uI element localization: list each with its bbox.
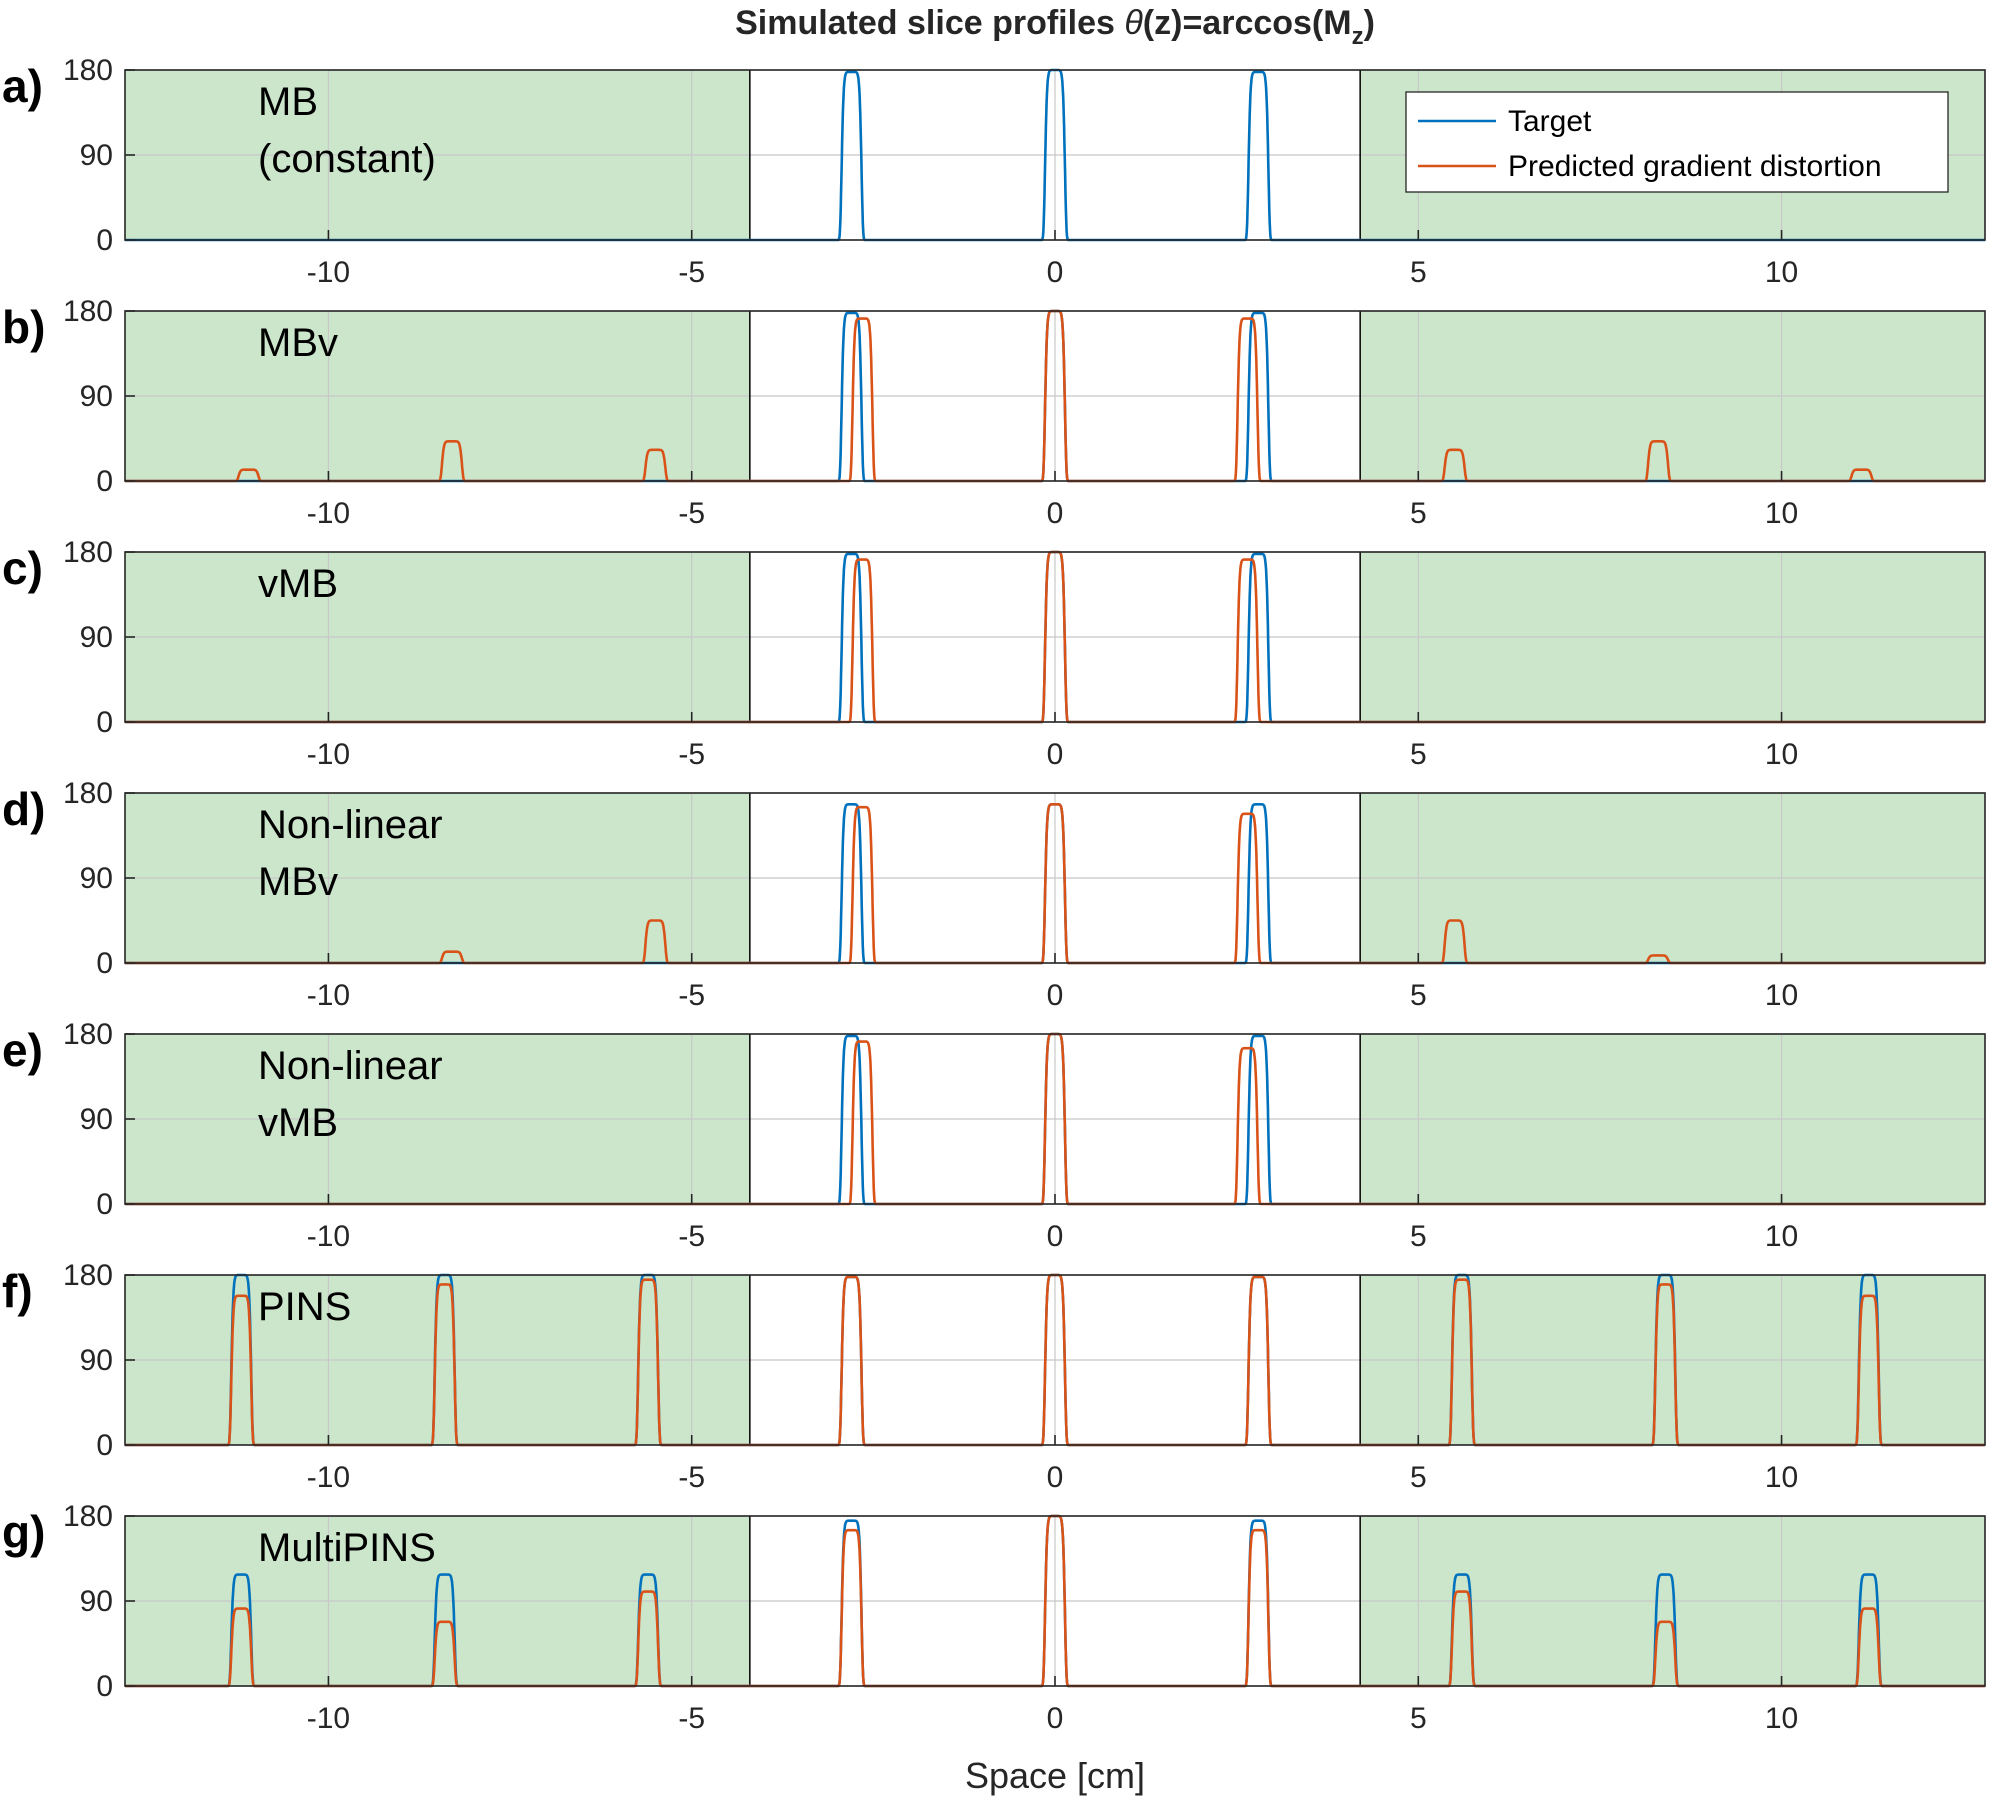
panel-label: c) <box>2 542 43 594</box>
x-tick-label: 0 <box>1047 497 1064 530</box>
x-tick-label: -10 <box>307 256 350 289</box>
y-tick-label: 90 <box>80 1344 113 1377</box>
x-tick-label: 10 <box>1765 1220 1798 1253</box>
x-tick-label: 5 <box>1410 738 1427 771</box>
method-label: Non-linear <box>258 803 443 847</box>
x-tick-label: 0 <box>1047 979 1064 1012</box>
method-label: vMB <box>258 562 338 606</box>
y-tick-label: 90 <box>80 380 113 413</box>
x-tick-label: -5 <box>678 256 705 289</box>
method-label: Non-linear <box>258 1044 443 1088</box>
panel-b: 0 90 180 -10 -5 0 5 10 b) MBv <box>2 295 1986 530</box>
x-tick-label: -10 <box>307 1461 350 1494</box>
method-label: vMB <box>258 1101 338 1145</box>
x-tick-label: 10 <box>1765 979 1798 1012</box>
x-tick-label: 5 <box>1410 1220 1427 1253</box>
y-tick-label: 0 <box>96 1188 113 1221</box>
x-tick-label: 0 <box>1047 1702 1064 1735</box>
x-tick-label: -10 <box>307 1702 350 1735</box>
x-tick-label: -5 <box>678 979 705 1012</box>
panel-label: e) <box>2 1024 43 1076</box>
panel-g: 0 90 180 -10 -5 0 5 10 g) MultiPINS <box>2 1500 1986 1735</box>
x-tick-label: -5 <box>678 1702 705 1735</box>
y-tick-label: 90 <box>80 1585 113 1618</box>
title-prefix: Simulated slice profiles <box>735 4 1124 42</box>
method-label: PINS <box>258 1285 351 1329</box>
panel-d: 0 90 180 -10 -5 0 5 10 d) Non-linear MBv <box>2 777 1986 1012</box>
x-tick-label: 5 <box>1410 1461 1427 1494</box>
y-tick-label: 90 <box>80 621 113 654</box>
x-tick-label: -10 <box>307 1220 350 1253</box>
y-tick-label: 90 <box>80 862 113 895</box>
x-tick-label: 10 <box>1765 497 1798 530</box>
y-tick-label: 0 <box>96 706 113 739</box>
panel-f: 0 90 180 -10 -5 0 5 10 f) PINS <box>2 1259 1986 1494</box>
legend-entry-predicted: Predicted gradient distortion <box>1508 150 1882 183</box>
y-tick-label: 180 <box>63 54 113 87</box>
x-tick-label: 0 <box>1047 1461 1064 1494</box>
x-tick-label: 10 <box>1765 1702 1798 1735</box>
x-axis-label: Space [cm] <box>965 1755 1145 1796</box>
x-tick-label: -10 <box>307 979 350 1012</box>
method-label: MBv <box>258 321 338 365</box>
panel-a: 0 90 180 -10 -5 0 5 10 a) MB (constant) Target Predi… <box>2 54 1986 289</box>
method-label: MB <box>258 80 318 124</box>
chart-title: Simulated slice profiles θ(z)=arccos(Mz) <box>735 4 1375 50</box>
y-tick-label: 180 <box>63 1259 113 1292</box>
y-tick-label: 90 <box>80 1103 113 1136</box>
panel-label: d) <box>2 783 45 835</box>
panel-label: g) <box>2 1506 45 1558</box>
x-tick-label: -5 <box>678 1220 705 1253</box>
legend: Target Predicted gradient distortion <box>1405 91 1949 193</box>
x-tick-label: 5 <box>1410 497 1427 530</box>
title-end: ) <box>1364 4 1375 42</box>
legend-box <box>1405 91 1949 193</box>
panel-c: 0 90 180 -10 -5 0 5 10 c) vMB <box>2 536 1986 771</box>
panel-label: f) <box>2 1265 33 1317</box>
x-tick-label: 0 <box>1047 1220 1064 1253</box>
legend-entry-target: Target <box>1508 105 1592 138</box>
x-tick-label: -10 <box>307 497 350 530</box>
x-tick-label: 5 <box>1410 979 1427 1012</box>
x-tick-label: 10 <box>1765 1461 1798 1494</box>
y-tick-label: 180 <box>63 1018 113 1051</box>
method-label: MultiPINS <box>258 1526 436 1570</box>
method-label: (constant) <box>258 137 436 181</box>
y-tick-label: 0 <box>96 465 113 498</box>
panel-label: b) <box>2 301 45 353</box>
y-tick-label: 180 <box>63 295 113 328</box>
x-tick-label: 0 <box>1047 256 1064 289</box>
x-tick-label: 10 <box>1765 738 1798 771</box>
x-tick-label: -5 <box>678 497 705 530</box>
y-tick-label: 0 <box>96 224 113 257</box>
method-label: MBv <box>258 860 338 904</box>
x-tick-label: 5 <box>1410 256 1427 289</box>
x-tick-label: 0 <box>1047 738 1064 771</box>
x-tick-label: 10 <box>1765 256 1798 289</box>
panel-e: 0 90 180 -10 -5 0 5 10 e) Non-linear vMB <box>2 1018 1986 1253</box>
y-tick-label: 0 <box>96 1670 113 1703</box>
y-tick-label: 180 <box>63 1500 113 1533</box>
title-theta: θ <box>1124 4 1143 42</box>
title-mid: (z)=arccos(M <box>1143 4 1352 42</box>
panel-label: a) <box>2 60 43 112</box>
y-tick-label: 90 <box>80 139 113 172</box>
y-tick-label: 180 <box>63 536 113 569</box>
title-sub: z <box>1352 23 1364 50</box>
panels-group: 0 90 180 -10 -5 0 5 10 a) MB (constant) Target Predi… <box>2 54 1986 1735</box>
y-tick-label: 0 <box>96 1429 113 1462</box>
y-tick-label: 0 <box>96 947 113 980</box>
x-tick-label: -10 <box>307 738 350 771</box>
x-tick-label: -5 <box>678 1461 705 1494</box>
x-tick-label: 5 <box>1410 1702 1427 1735</box>
y-tick-label: 180 <box>63 777 113 810</box>
x-tick-label: -5 <box>678 738 705 771</box>
